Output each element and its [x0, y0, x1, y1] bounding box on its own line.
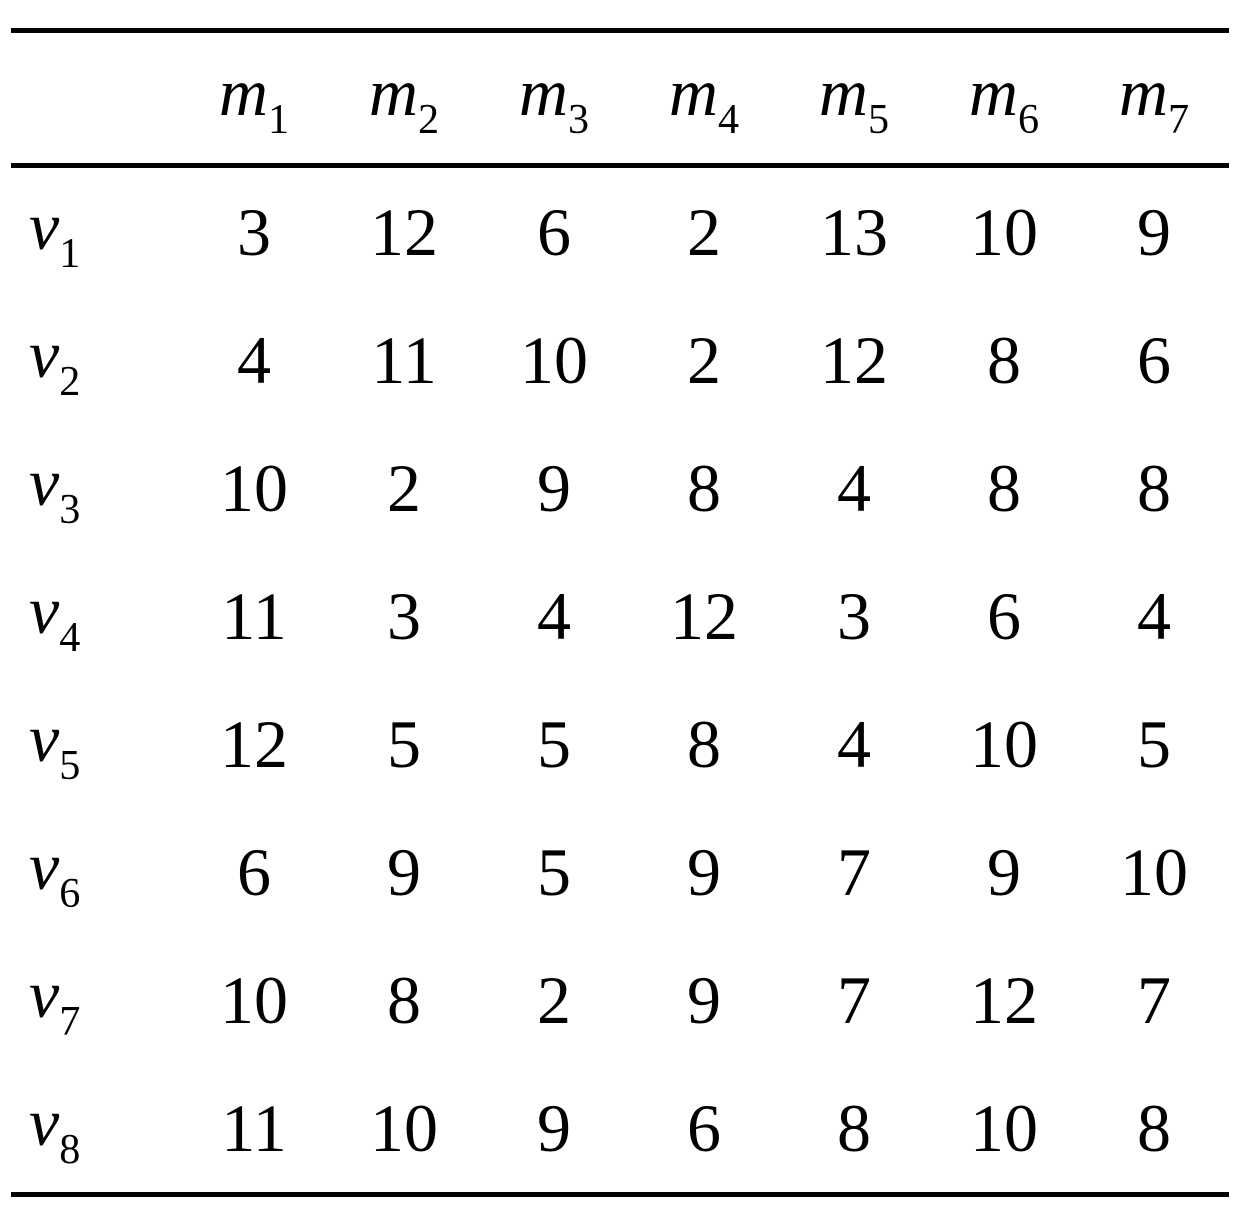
matrix-table-container: m1 m2 m3 m4 m5 m6 m7: [11, 0, 1229, 1197]
cell: 8: [629, 424, 779, 552]
cell: 12: [629, 552, 779, 680]
cell: 5: [1079, 680, 1229, 808]
cell: 10: [179, 936, 329, 1064]
cell: 2: [629, 166, 779, 297]
cell: 12: [779, 296, 929, 424]
cell: 4: [1079, 552, 1229, 680]
cell: 8: [329, 936, 479, 1064]
cell: 3: [179, 166, 329, 297]
row-header-v4: v4: [11, 552, 179, 680]
table-row: v1 3 12 6 2 13 10 9: [11, 166, 1229, 297]
col-header-m1: m1: [179, 31, 329, 166]
cell: 6: [629, 1064, 779, 1195]
cell: 8: [629, 680, 779, 808]
cell: 8: [929, 424, 1079, 552]
cell: 2: [329, 424, 479, 552]
cell: 7: [1079, 936, 1229, 1064]
cell: 9: [1079, 166, 1229, 297]
col-header-letter: m: [219, 54, 268, 130]
cell: 10: [329, 1064, 479, 1195]
cell: 6: [1079, 296, 1229, 424]
row-header-v1: v1: [11, 166, 179, 297]
cell: 4: [779, 680, 929, 808]
col-header-m7: m7: [1079, 31, 1229, 166]
col-header-m4: m4: [629, 31, 779, 166]
cell: 2: [479, 936, 629, 1064]
table-row: v5 12 5 5 8 4 10 5: [11, 680, 1229, 808]
corner-cell: [11, 31, 179, 166]
cell: 9: [629, 936, 779, 1064]
header-row: m1 m2 m3 m4 m5 m6 m7: [11, 31, 1229, 166]
col-header-m3: m3: [479, 31, 629, 166]
cell: 12: [179, 680, 329, 808]
cell: 4: [479, 552, 629, 680]
cell: 3: [329, 552, 479, 680]
table-row: v2 4 11 10 2 12 8 6: [11, 296, 1229, 424]
cell: 7: [779, 936, 929, 1064]
cell: 8: [929, 296, 1079, 424]
row-header-v8: v8: [11, 1064, 179, 1195]
col-header-m6: m6: [929, 31, 1079, 166]
row-header-v5: v5: [11, 680, 179, 808]
row-header-v3: v3: [11, 424, 179, 552]
cell: 5: [329, 680, 479, 808]
cell: 6: [179, 808, 329, 936]
cell: 12: [929, 936, 1079, 1064]
cell: 10: [929, 1064, 1079, 1195]
cell: 9: [479, 1064, 629, 1195]
table-row: v6 6 9 5 9 7 9 10: [11, 808, 1229, 936]
cell: 9: [929, 808, 1079, 936]
table-row: v4 11 3 4 12 3 6 4: [11, 552, 1229, 680]
table-row: v3 10 2 9 8 4 8 8: [11, 424, 1229, 552]
cell: 10: [929, 166, 1079, 297]
cell: 2: [629, 296, 779, 424]
col-header-m5: m5: [779, 31, 929, 166]
cell: 7: [779, 808, 929, 936]
cell: 6: [929, 552, 1079, 680]
cell: 13: [779, 166, 929, 297]
cell: 8: [1079, 1064, 1229, 1195]
cell: 10: [179, 424, 329, 552]
cell: 10: [1079, 808, 1229, 936]
cell: 4: [779, 424, 929, 552]
col-header-index: 1: [268, 96, 289, 143]
row-header-v6: v6: [11, 808, 179, 936]
cell: 3: [779, 552, 929, 680]
cell: 11: [179, 1064, 329, 1195]
cell: 5: [479, 808, 629, 936]
cell: 6: [479, 166, 629, 297]
cell: 5: [479, 680, 629, 808]
cell: 9: [629, 808, 779, 936]
table-row: v8 11 10 9 6 8 10 8: [11, 1064, 1229, 1195]
table-row: v7 10 8 2 9 7 12 7: [11, 936, 1229, 1064]
cell: 9: [329, 808, 479, 936]
cell: 10: [929, 680, 1079, 808]
cell: 4: [179, 296, 329, 424]
cell: 12: [329, 166, 479, 297]
cell: 11: [179, 552, 329, 680]
cell: 8: [1079, 424, 1229, 552]
row-header-v7: v7: [11, 936, 179, 1064]
matrix-table: m1 m2 m3 m4 m5 m6 m7: [11, 28, 1229, 1197]
row-header-v2: v2: [11, 296, 179, 424]
cell: 8: [779, 1064, 929, 1195]
cell: 11: [329, 296, 479, 424]
cell: 9: [479, 424, 629, 552]
col-header-m2: m2: [329, 31, 479, 166]
cell: 10: [479, 296, 629, 424]
